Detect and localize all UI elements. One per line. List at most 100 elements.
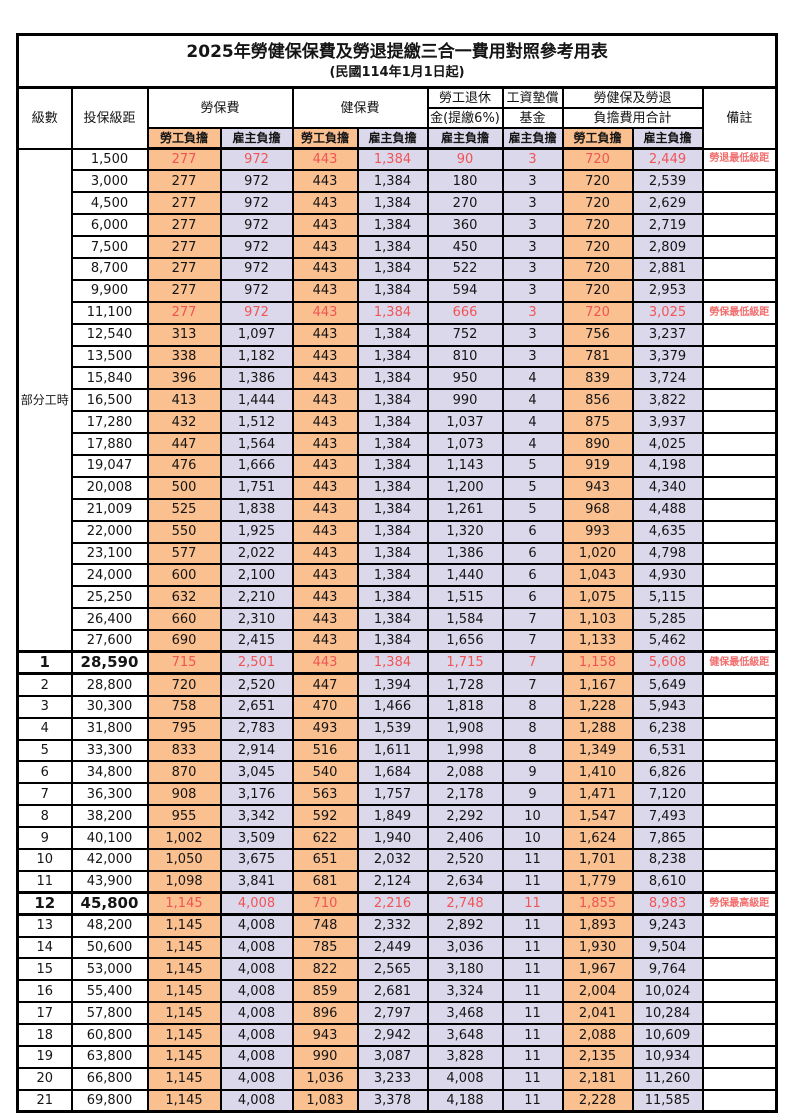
cell-health-employer: 1,611 — [356, 738, 429, 763]
cell-total-employee: 1,930 — [561, 935, 634, 960]
cell-total-employee: 1,967 — [561, 957, 634, 982]
cell-health-employee: 443 — [291, 629, 359, 653]
table-row: 5 33,300 833 2,914 516 1,611 1,998 8 1,349 6,531 — [16, 738, 778, 763]
cell-remark — [701, 322, 778, 347]
cell-labor-employer: 1,512 — [219, 410, 294, 435]
subheader-total-employee: 勞工負擔 — [561, 127, 634, 150]
cell-bracket: 42,000 — [70, 848, 149, 872]
cell-labor-employee: 833 — [146, 738, 222, 763]
cell-level: 16 — [16, 979, 73, 1004]
cell-pension-employer: 594 — [426, 278, 504, 303]
cell-total-employee: 720 — [561, 169, 634, 194]
cell-pension-employer: 2,178 — [426, 782, 504, 807]
cell-bracket: 30,300 — [70, 694, 149, 719]
cell-pension-employer: 1,728 — [426, 672, 504, 697]
cell-pension-employer: 270 — [426, 191, 504, 216]
cell-wage-fund-employer: 3 — [501, 300, 564, 325]
table-row: 25,250 632 2,210 443 1,384 1,515 6 1,075 5,115 — [18, 585, 778, 610]
cell-labor-employer: 1,097 — [219, 322, 294, 347]
cell-wage-fund-employer: 6 — [501, 519, 564, 544]
cell-health-employer: 1,466 — [356, 694, 429, 719]
cell-health-employee: 443 — [291, 519, 359, 544]
cell-total-employer: 2,449 — [631, 147, 704, 172]
cell-wage-fund-employer: 6 — [501, 563, 564, 588]
cell-total-employer: 8,610 — [631, 869, 704, 894]
cell-remark — [701, 935, 778, 960]
cell-health-employee: 443 — [291, 607, 359, 632]
cell-pension-employer: 3,828 — [426, 1045, 504, 1069]
cell-labor-employer: 2,783 — [219, 716, 294, 741]
cell-bracket: 43,900 — [70, 869, 149, 894]
cell-labor-employer: 2,415 — [219, 629, 294, 653]
cell-labor-employee: 277 — [146, 278, 222, 303]
cell-labor-employee: 313 — [146, 322, 222, 347]
table-row: 7,500 277 972 443 1,384 450 3 720 2,809 — [18, 235, 778, 259]
table-row: 8 38,200 955 3,342 592 1,849 2,292 10 1,547 7,493 — [16, 804, 778, 829]
cell-pension-employer: 3,648 — [426, 1023, 504, 1048]
cell-labor-employer: 1,666 — [219, 453, 294, 478]
cell-health-employer: 1,384 — [356, 497, 429, 522]
cell-total-employee: 1,228 — [561, 694, 634, 719]
cell-health-employer: 1,384 — [356, 650, 429, 676]
cell-labor-employer: 2,022 — [219, 541, 294, 566]
cell-health-employee: 443 — [291, 650, 359, 676]
cell-bracket: 16,500 — [70, 388, 149, 413]
cell-labor-employer: 1,182 — [219, 344, 294, 369]
cell-health-employer: 1,394 — [356, 672, 429, 697]
cell-remark — [701, 410, 778, 435]
cell-health-employee: 443 — [291, 235, 359, 259]
cell-total-employee: 1,288 — [561, 716, 634, 741]
cell-total-employee: 720 — [561, 235, 634, 259]
cell-pension-employer: 666 — [426, 300, 504, 325]
table-row: 12,540 313 1,097 443 1,384 752 3 756 3,237 — [18, 322, 778, 347]
table-row: 1 28,590 715 2,501 443 1,384 1,715 7 1,158 5,608 健… — [16, 650, 778, 676]
cell-wage-fund-employer: 11 — [501, 848, 564, 872]
cell-level: 2 — [16, 672, 73, 697]
cell-total-employee: 720 — [561, 300, 634, 325]
cell-level: 21 — [16, 1088, 73, 1113]
cell-bracket: 17,280 — [70, 410, 149, 435]
cell-labor-employer: 972 — [219, 147, 294, 172]
cell-total-employer: 4,340 — [631, 475, 704, 500]
col-header-wage-fund-line1: 工資墊償 — [501, 86, 564, 109]
cell-labor-employee: 1,002 — [146, 826, 222, 850]
cell-total-employer: 4,025 — [631, 432, 704, 456]
cell-labor-employer: 4,008 — [219, 891, 294, 917]
cell-health-employee: 443 — [291, 563, 359, 588]
cell-health-employee: 785 — [291, 935, 359, 960]
cell-pension-employer: 2,520 — [426, 848, 504, 872]
table-row: 4 31,800 795 2,783 493 1,539 1,908 8 1,288 6,238 — [16, 716, 778, 741]
table-row: 22,000 550 1,925 443 1,384 1,320 6 993 4,635 — [18, 519, 778, 544]
cell-labor-employee: 338 — [146, 344, 222, 369]
cell-pension-employer: 1,143 — [426, 453, 504, 478]
title-row: 2025年勞健保保費及勞退提繳三合一費用對照參考用表 (民國114年1月1日起) — [16, 33, 778, 89]
cell-labor-employer: 2,100 — [219, 563, 294, 588]
cell-level: 3 — [16, 694, 73, 719]
cell-level: 20 — [16, 1066, 73, 1091]
cell-pension-employer: 1,320 — [426, 519, 504, 544]
cell-remark — [701, 519, 778, 544]
cell-remark — [701, 629, 778, 653]
cell-total-employer: 5,608 — [631, 650, 704, 676]
col-header-total-line2: 負擔費用合計 — [561, 107, 704, 129]
cell-wage-fund-employer: 11 — [501, 869, 564, 894]
cell-level: 5 — [16, 738, 73, 763]
cell-bracket: 63,800 — [70, 1045, 149, 1069]
cell-health-employee: 540 — [291, 760, 359, 785]
col-header-remark: 備註 — [701, 86, 778, 150]
cell-labor-employee: 277 — [146, 235, 222, 259]
cell-health-employer: 1,384 — [356, 541, 429, 566]
cell-remark — [701, 235, 778, 259]
cell-labor-employer: 3,045 — [219, 760, 294, 785]
table-row: 17,280 432 1,512 443 1,384 1,037 4 875 3,937 — [18, 410, 778, 435]
subheader-wage-fund-employer: 雇主負擔 — [501, 127, 564, 150]
cell-wage-fund-employer: 3 — [501, 322, 564, 347]
cell-total-employer: 8,238 — [631, 848, 704, 872]
cell-health-employee: 990 — [291, 1045, 359, 1069]
cell-total-employee: 1,471 — [561, 782, 634, 807]
cell-pension-employer: 360 — [426, 213, 504, 238]
cell-health-employee: 493 — [291, 716, 359, 741]
cell-wage-fund-employer: 10 — [501, 804, 564, 829]
cell-total-employee: 943 — [561, 475, 634, 500]
cell-health-employer: 1,384 — [356, 432, 429, 456]
